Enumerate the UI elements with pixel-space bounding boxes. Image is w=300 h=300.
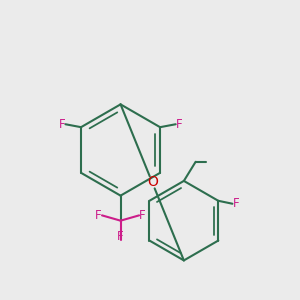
Text: F: F — [176, 118, 182, 131]
Text: F: F — [117, 230, 124, 243]
Text: O: O — [147, 176, 158, 189]
Text: F: F — [139, 209, 146, 222]
Text: F: F — [58, 118, 65, 131]
Text: F: F — [232, 197, 239, 210]
Text: F: F — [95, 209, 102, 222]
